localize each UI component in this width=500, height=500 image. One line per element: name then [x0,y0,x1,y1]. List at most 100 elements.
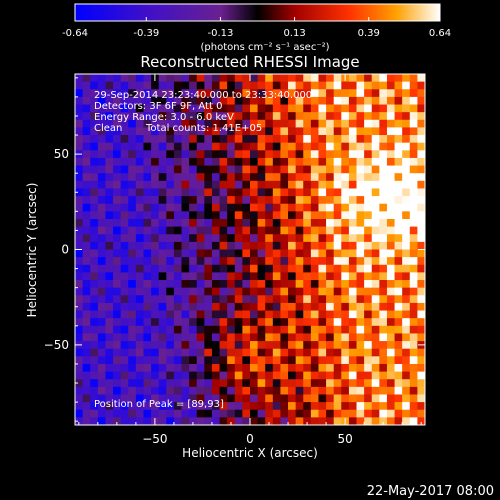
heatmap-cell [189,280,198,289]
heatmap-cell [356,379,365,388]
heatmap-cell [151,112,160,121]
heatmap-cell [394,257,403,266]
heatmap-cell [90,150,99,159]
heatmap-cell [242,211,251,220]
colorbar-unit-label: (photons cm⁻² s⁻¹ asec⁻²) [200,42,329,53]
heatmap-cell [219,188,228,197]
heatmap-cell [394,280,403,289]
heatmap-cell [219,302,228,312]
heatmap-cell [364,74,373,83]
heatmap-cell [288,257,297,266]
heatmap-cell [348,280,358,289]
heatmap-cell [379,341,388,350]
heatmap-cell [234,89,243,98]
heatmap-cell [120,310,129,319]
heatmap-cell [402,272,411,281]
heatmap-cell [242,165,251,174]
heatmap-cell [166,165,175,174]
heatmap-cell [356,325,365,334]
heatmap-cell [310,112,319,121]
heatmap-cell [394,249,403,258]
heatmap-cell [280,104,289,113]
heatmap-cell [303,234,312,243]
heatmap-cell [310,119,319,128]
heatmap-cell [417,295,425,304]
heatmap-cell [402,119,411,128]
heatmap-cell [386,218,396,228]
heatmap-cell [333,165,342,174]
heatmap-cell [356,257,365,266]
heatmap-cell [113,203,122,212]
heatmap-cell [219,112,228,121]
heatmap-cell [143,89,152,98]
heatmap-cell [295,173,304,182]
heatmap-cell [272,371,281,380]
heatmap-cell [75,135,84,144]
heatmap-cell [120,165,129,174]
heatmap-cell [272,211,281,220]
heatmap-cell [158,302,167,312]
heatmap-cell [204,96,213,106]
heatmap-cell [113,409,122,418]
heatmap-cell [204,196,213,205]
heatmap-cell [310,127,319,136]
heatmap-cell [227,81,236,90]
heatmap-cell [364,203,373,212]
heatmap-cell [135,257,144,266]
heatmap-cell [173,356,183,365]
heatmap-cell [158,386,167,395]
heatmap-cell [196,249,205,258]
heatmap-cell [227,173,236,182]
heatmap-cell [386,196,396,205]
heatmap-cell [333,241,342,250]
heatmap-cell [97,348,106,357]
heatmap-cell [143,180,152,189]
heatmap-cell [265,119,274,128]
heatmap-cell [82,257,91,266]
colorbar-tick-label: 0.39 [358,28,380,39]
heatmap-cell [379,386,388,395]
heatmap-cell [333,409,342,418]
heatmap-cell [211,173,221,182]
heatmap-cell [371,371,380,380]
heatmap-cell [409,356,418,365]
heatmap-cell [166,96,175,106]
heatmap-cell [128,272,137,281]
heatmap-cell [257,341,266,350]
heatmap-cell [105,348,114,357]
heatmap-cell [135,310,144,319]
heatmap-cell [303,356,312,365]
heatmap-cell [90,180,99,189]
heatmap-cell [128,249,137,258]
heatmap-cell [97,226,106,235]
heatmap-cell [318,135,327,144]
heatmap-cell [211,249,221,258]
heatmap-cell [158,402,167,411]
heatmap-cell [227,104,236,113]
heatmap-cell [303,180,312,189]
heatmap-cell [379,371,388,380]
heatmap-cell [409,180,418,189]
heatmap-cell [333,386,342,395]
heatmap-cell [295,96,304,106]
heatmap-cell [82,119,91,128]
heatmap-cell [288,142,297,151]
heatmap-cell [379,196,388,205]
heatmap-cell [326,325,335,334]
heatmap-cell [364,142,373,151]
heatmap-cell [409,257,418,266]
heatmap-cell [371,180,380,189]
heatmap-cell [310,363,319,373]
heatmap-cell [105,157,114,167]
heatmap-cell [211,89,221,98]
heatmap-cell [288,409,297,418]
heatmap-cell [90,257,99,266]
heatmap-cell [143,409,152,418]
heatmap-cell [402,81,411,90]
heatmap-cell [204,81,213,90]
heatmap-cell [196,295,205,304]
heatmap-cell [402,180,411,189]
heatmap-cell [97,356,106,365]
heatmap-cell [219,249,228,258]
heatmap-cell [128,371,137,380]
